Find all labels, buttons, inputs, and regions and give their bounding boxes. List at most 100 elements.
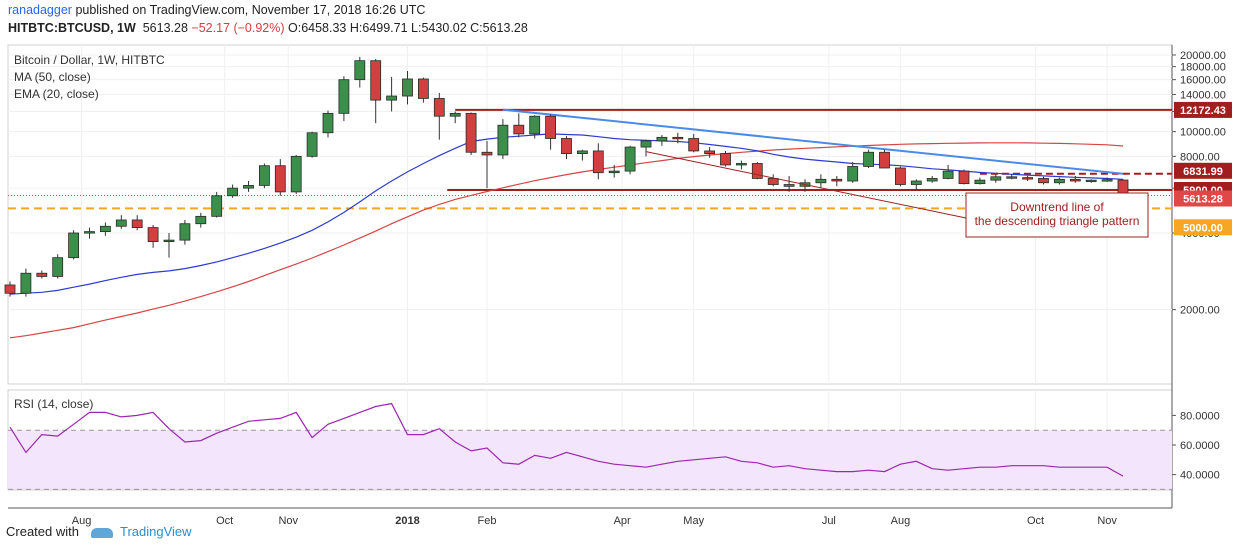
candle xyxy=(831,175,843,187)
annotation-pointer xyxy=(645,151,967,219)
rsi-line xyxy=(9,402,1124,477)
annotation-text-line-1: Downtrend line of xyxy=(1010,200,1104,214)
rsi-tick-label: 40.0000 xyxy=(1180,470,1220,482)
time-tick-label: May xyxy=(683,515,704,527)
resistance-badge-bg xyxy=(1174,101,1232,118)
ma-legend: MA (50, close) xyxy=(14,70,91,84)
ma50-line xyxy=(9,142,1124,339)
candle xyxy=(243,181,254,192)
candle-body xyxy=(815,178,827,184)
candle xyxy=(306,131,318,158)
time-tick-label: Nov xyxy=(278,515,298,527)
candle-body xyxy=(1054,178,1065,184)
candle xyxy=(561,136,572,160)
candle xyxy=(131,215,143,231)
candle xyxy=(895,166,906,187)
time-tick-label: Feb xyxy=(478,515,497,527)
candle-body xyxy=(863,151,874,167)
candle-body xyxy=(465,112,477,153)
price-tick-label: 10000.00 xyxy=(1180,127,1226,139)
candle-body xyxy=(751,163,763,179)
price-tick-label: 8000.00 xyxy=(1180,151,1220,163)
candle-body xyxy=(974,179,986,185)
candle-body xyxy=(4,284,16,294)
candle-body xyxy=(895,167,906,185)
published-text: published on TradingView.com, November 1… xyxy=(75,3,426,17)
open-label: O: xyxy=(288,21,302,35)
rsi-legend: RSI (14, close) xyxy=(14,397,94,411)
candle xyxy=(354,56,366,88)
time-tick-label: Oct xyxy=(1027,515,1044,527)
candle xyxy=(115,215,127,229)
candle xyxy=(338,76,350,122)
candle xyxy=(4,281,16,297)
candle-body xyxy=(386,95,398,101)
candle xyxy=(529,115,541,139)
candle xyxy=(465,112,477,155)
candle xyxy=(258,163,270,189)
time-tick-label: Jul xyxy=(822,515,836,527)
candle-body xyxy=(624,146,636,172)
candle-body xyxy=(354,60,366,81)
candle-body xyxy=(211,195,223,217)
candle xyxy=(1054,177,1065,185)
ema-legend: EMA (20, close) xyxy=(14,87,99,101)
candle-body xyxy=(100,225,111,233)
annotation-text-line-2: the descending triangle pattern xyxy=(975,214,1140,228)
candle xyxy=(449,111,461,124)
candle xyxy=(1085,179,1097,183)
candle-body xyxy=(736,163,747,166)
candle-body xyxy=(417,78,429,99)
dashed-level-badge: 6831.99 xyxy=(1183,166,1223,178)
candle xyxy=(640,139,652,157)
price-tick-label: 20000.00 xyxy=(1180,50,1226,62)
candle xyxy=(497,119,509,160)
candle-body xyxy=(481,151,493,156)
time-tick-label: Nov xyxy=(1097,515,1117,527)
publish-header: ranadagger published on TradingView.com,… xyxy=(8,3,425,17)
candle-body xyxy=(1069,178,1081,182)
candle-body xyxy=(513,124,525,135)
candle-body xyxy=(640,140,652,148)
price-change: −52.17 (−0.92%) xyxy=(191,21,285,35)
candle-body xyxy=(831,178,843,182)
candle-body xyxy=(84,231,95,234)
candle xyxy=(847,162,859,183)
candle xyxy=(910,179,922,191)
downtrend-line xyxy=(502,108,1124,175)
tradingview-link[interactable]: TradingView xyxy=(120,524,192,539)
candle xyxy=(974,177,986,185)
symbol-label: HITBTC:BTCUSD, 1W xyxy=(8,21,136,35)
tradingview-logo-icon xyxy=(90,527,113,538)
high-value: 6499.71 xyxy=(362,21,408,35)
close-label: C: xyxy=(470,21,483,35)
candle xyxy=(513,113,525,138)
candle-body xyxy=(847,166,859,182)
candle-body xyxy=(958,170,970,185)
candle-body xyxy=(767,178,779,185)
candle-body xyxy=(545,115,556,139)
candle xyxy=(926,175,938,183)
open-value: 6458.33 xyxy=(301,21,347,35)
candle xyxy=(386,76,398,112)
candle xyxy=(608,164,620,178)
candle-body xyxy=(290,155,302,193)
candle-body xyxy=(942,170,954,179)
time-tick-label: 2018 xyxy=(395,515,419,527)
author-link[interactable]: ranadagger xyxy=(8,3,72,17)
candle xyxy=(100,222,111,236)
candle-body xyxy=(1101,179,1113,182)
price-tick-label: 2000.00 xyxy=(1180,305,1220,317)
candle xyxy=(147,224,159,248)
candle-body xyxy=(879,151,890,169)
high-label: H: xyxy=(349,21,363,35)
candle xyxy=(863,149,874,168)
candle xyxy=(1022,175,1033,182)
candle-body xyxy=(20,272,32,294)
candle-body xyxy=(529,115,541,135)
candle xyxy=(736,160,747,170)
candle xyxy=(163,232,175,258)
candle-body xyxy=(179,223,191,241)
candle-body xyxy=(608,170,620,174)
